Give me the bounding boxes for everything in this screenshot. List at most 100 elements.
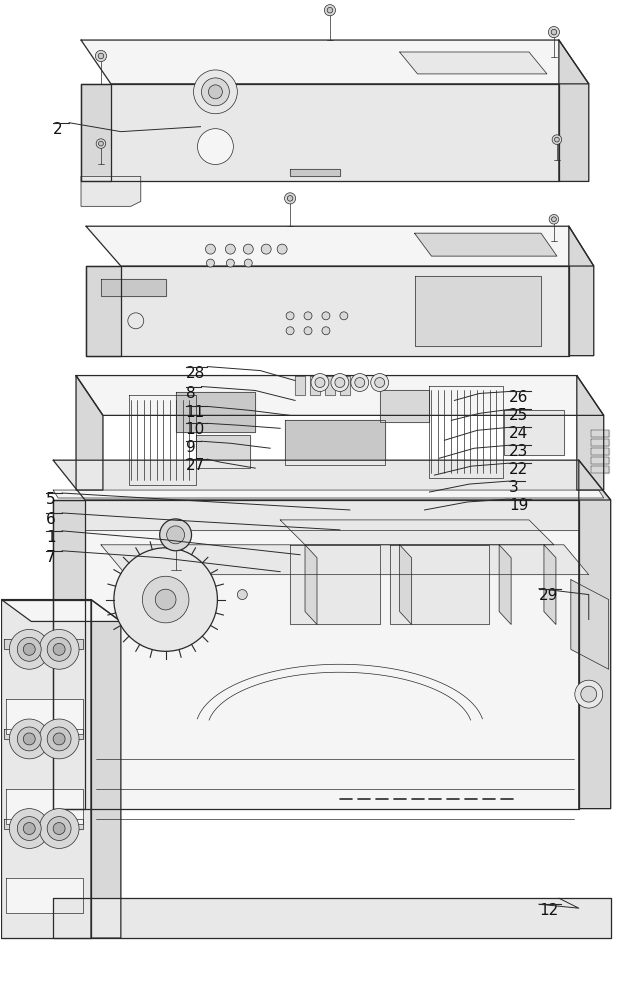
Circle shape xyxy=(371,374,389,391)
Polygon shape xyxy=(195,435,250,468)
Circle shape xyxy=(53,733,65,745)
Polygon shape xyxy=(414,233,557,256)
Text: 8: 8 xyxy=(185,386,195,401)
Circle shape xyxy=(311,374,329,391)
Polygon shape xyxy=(325,376,335,395)
Polygon shape xyxy=(4,729,83,739)
Circle shape xyxy=(17,727,41,751)
Circle shape xyxy=(39,719,79,759)
Circle shape xyxy=(205,244,215,254)
Polygon shape xyxy=(379,390,429,422)
Text: 28: 28 xyxy=(185,366,205,381)
Circle shape xyxy=(277,244,287,254)
Circle shape xyxy=(327,7,333,13)
Polygon shape xyxy=(579,460,611,809)
Polygon shape xyxy=(53,500,85,809)
Polygon shape xyxy=(101,279,165,296)
Polygon shape xyxy=(76,376,603,415)
Circle shape xyxy=(23,823,35,835)
Polygon shape xyxy=(305,545,317,624)
Circle shape xyxy=(167,526,185,544)
Polygon shape xyxy=(569,226,594,356)
Circle shape xyxy=(555,137,559,142)
Circle shape xyxy=(355,378,365,388)
Circle shape xyxy=(331,374,349,391)
Text: 11: 11 xyxy=(185,405,205,420)
Text: 23: 23 xyxy=(509,444,529,459)
Circle shape xyxy=(142,576,189,623)
Circle shape xyxy=(155,589,176,610)
Polygon shape xyxy=(591,439,608,446)
Polygon shape xyxy=(340,376,350,395)
Circle shape xyxy=(160,519,192,551)
Polygon shape xyxy=(591,457,608,464)
Circle shape xyxy=(304,327,312,335)
Polygon shape xyxy=(1,600,121,621)
Polygon shape xyxy=(295,376,305,395)
Circle shape xyxy=(575,680,603,708)
Polygon shape xyxy=(53,500,579,809)
Text: 26: 26 xyxy=(509,390,529,405)
Polygon shape xyxy=(6,789,83,824)
Polygon shape xyxy=(81,176,141,206)
Circle shape xyxy=(95,50,107,62)
Circle shape xyxy=(225,244,235,254)
Circle shape xyxy=(23,733,35,745)
Text: 19: 19 xyxy=(509,498,529,513)
Circle shape xyxy=(47,817,71,840)
Polygon shape xyxy=(1,600,91,938)
Polygon shape xyxy=(414,276,541,346)
Text: 6: 6 xyxy=(46,512,56,527)
Circle shape xyxy=(315,378,325,388)
Polygon shape xyxy=(85,500,579,530)
Text: 3: 3 xyxy=(509,480,519,495)
Polygon shape xyxy=(4,819,83,829)
Circle shape xyxy=(53,823,65,835)
Text: 1: 1 xyxy=(46,530,56,545)
Circle shape xyxy=(286,327,294,335)
Circle shape xyxy=(47,637,71,661)
Polygon shape xyxy=(6,699,83,734)
Circle shape xyxy=(261,244,271,254)
Circle shape xyxy=(322,327,330,335)
Circle shape xyxy=(351,374,369,391)
Circle shape xyxy=(114,548,217,651)
Circle shape xyxy=(243,244,253,254)
Circle shape xyxy=(202,78,230,106)
Circle shape xyxy=(17,637,41,661)
Circle shape xyxy=(9,719,49,759)
Polygon shape xyxy=(4,639,83,649)
Polygon shape xyxy=(81,84,559,181)
Circle shape xyxy=(551,29,557,35)
Polygon shape xyxy=(53,898,611,938)
Polygon shape xyxy=(591,430,608,437)
Circle shape xyxy=(322,312,330,320)
Text: 2: 2 xyxy=(53,122,63,137)
Polygon shape xyxy=(81,40,589,84)
Polygon shape xyxy=(591,466,608,473)
Circle shape xyxy=(53,643,65,655)
Text: 7: 7 xyxy=(46,550,56,565)
Circle shape xyxy=(98,53,104,59)
Polygon shape xyxy=(499,545,511,624)
Text: 24: 24 xyxy=(509,426,529,441)
Text: 9: 9 xyxy=(185,440,195,455)
Circle shape xyxy=(208,85,222,99)
Polygon shape xyxy=(53,460,611,500)
Polygon shape xyxy=(285,420,384,465)
Circle shape xyxy=(340,312,348,320)
Circle shape xyxy=(324,5,336,16)
Circle shape xyxy=(9,809,49,848)
Circle shape xyxy=(304,312,312,320)
Circle shape xyxy=(335,378,345,388)
Circle shape xyxy=(245,259,252,267)
Circle shape xyxy=(285,193,296,204)
Polygon shape xyxy=(504,410,564,455)
Polygon shape xyxy=(577,376,603,490)
Polygon shape xyxy=(53,490,603,498)
Circle shape xyxy=(47,727,71,751)
Circle shape xyxy=(39,809,79,848)
Circle shape xyxy=(548,27,560,38)
Text: 29: 29 xyxy=(539,588,558,603)
Circle shape xyxy=(193,70,237,114)
